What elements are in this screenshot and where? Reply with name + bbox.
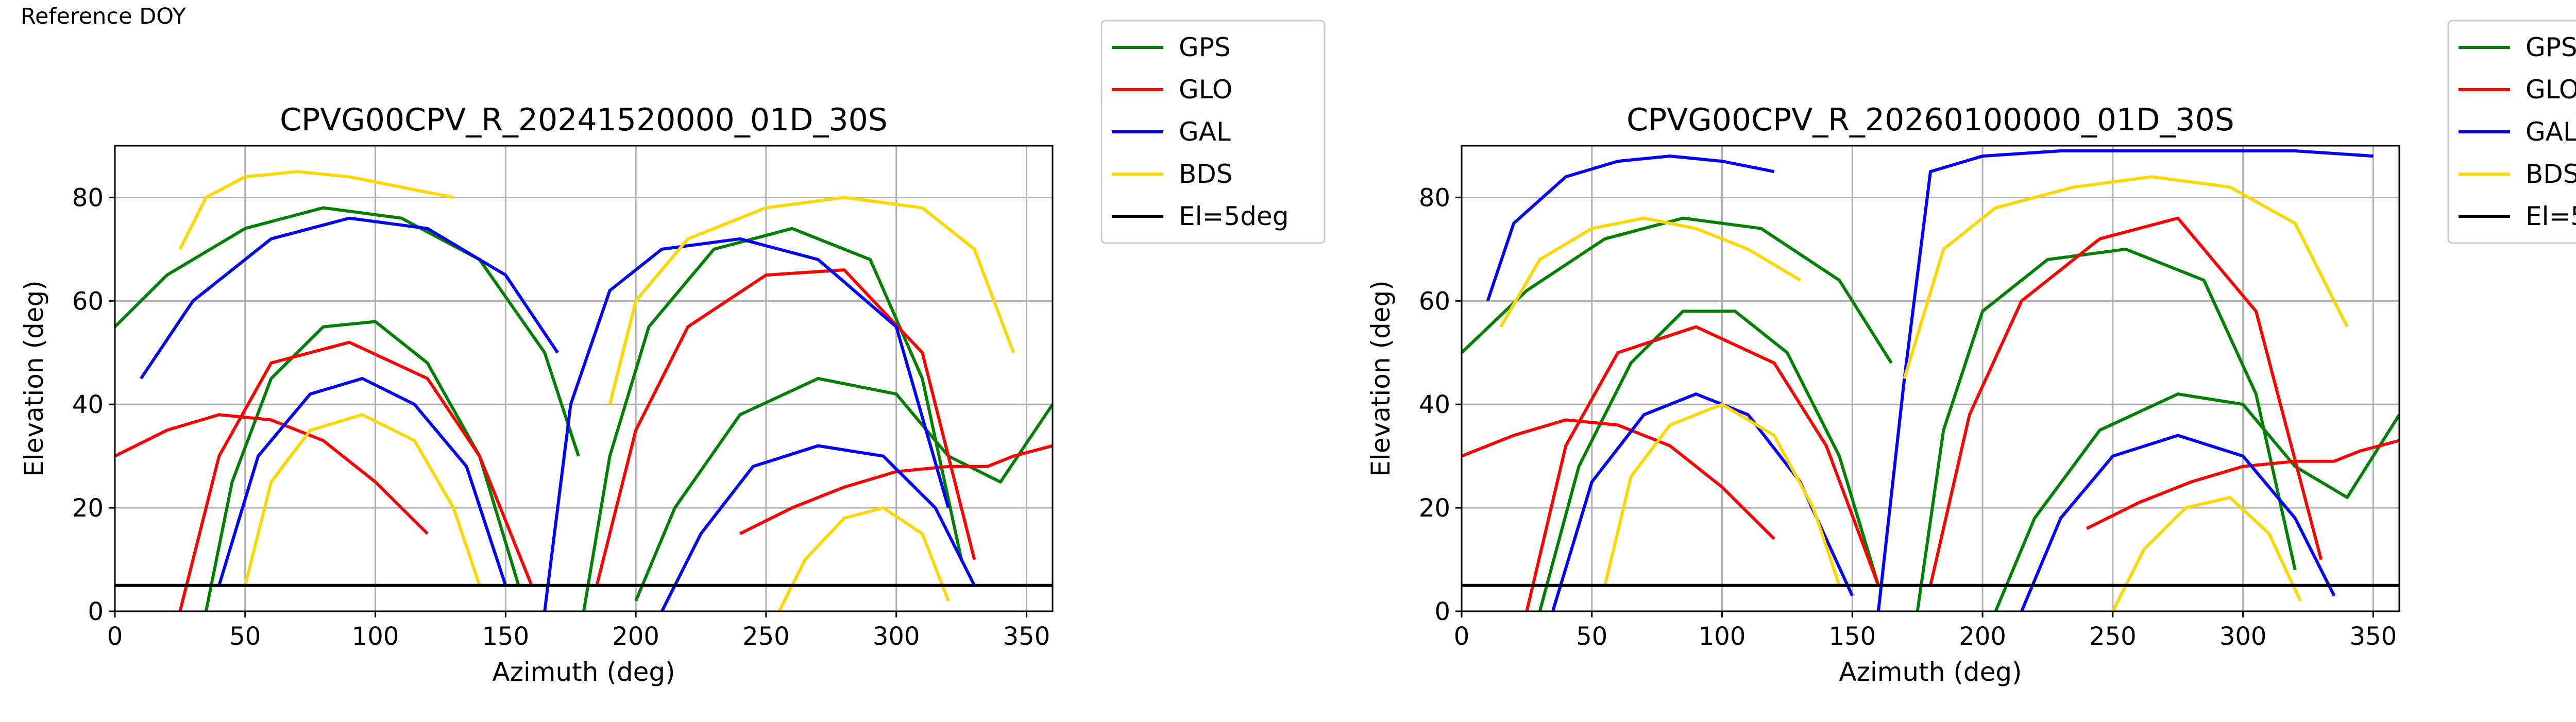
legend-label: GAL (2526, 117, 2576, 147)
legend-label: GLO (1179, 75, 1232, 105)
legend-label: BDS (1179, 159, 1233, 189)
y-tick-label: 40 (72, 390, 104, 419)
y-tick-label: 0 (88, 597, 104, 626)
track (178, 170, 1015, 612)
x-tick-label: 300 (2219, 622, 2267, 651)
y-tick-label: 80 (72, 183, 104, 212)
x-tick-label: 200 (1959, 622, 2006, 651)
y-tick-label: 20 (72, 494, 104, 523)
x-tick-label: 150 (482, 622, 530, 651)
x-tick-label: 250 (2089, 622, 2137, 651)
legend-box (1100, 20, 1326, 244)
chart: 0 20 40 60 80 0 50 100 150 200 250 300 350 CPVG00CPV_… (19, 20, 1326, 687)
chart: 0 20 40 60 80 0 50 100 150 200 250 300 350 CPVG00CPV_… (1366, 20, 2576, 687)
track (1486, 149, 2374, 612)
track (114, 268, 1053, 612)
track (1461, 216, 2400, 612)
y-tick-label: 60 (1419, 287, 1450, 316)
y-tick-label: 40 (1419, 390, 1450, 419)
legend-box (2447, 20, 2576, 244)
x-tick-label: 100 (1699, 622, 1746, 651)
chart-title: CPVG00CPV_R_20260100000_01D_30S (1626, 102, 2234, 138)
y-tick-label: 0 (1434, 597, 1450, 626)
x-tick-label: 0 (1454, 622, 1470, 651)
x-tick-label: 350 (2350, 622, 2397, 651)
y-tick-label: 60 (72, 287, 104, 316)
x-tick-label: 300 (873, 622, 920, 651)
y-axis-label: Elevation (deg) (19, 280, 49, 476)
x-tick-label: 350 (1003, 622, 1050, 651)
y-tick-label: 80 (1419, 183, 1450, 212)
figure-label: Reference DOY (21, 4, 187, 29)
plot-frame (1461, 145, 2400, 612)
x-tick-label: 50 (229, 622, 261, 651)
track (1460, 216, 2401, 612)
chart-title: CPVG00CPV_R_20241520000_01D_30S (280, 102, 888, 138)
legend-label: El=5deg (2526, 201, 2576, 231)
legend-label: BDS (2526, 159, 2576, 189)
x-tick-label: 150 (1829, 622, 1876, 651)
x-tick-label: 50 (1576, 622, 1607, 651)
legend-label: GAL (1179, 117, 1231, 147)
x-tick-label: 250 (742, 622, 790, 651)
x-tick-label: 100 (352, 622, 399, 651)
legend-label: GLO (2526, 75, 2576, 105)
x-axis-label: Azimuth (deg) (1839, 657, 2022, 687)
x-tick-label: 200 (612, 622, 659, 651)
y-tick-label: 20 (1419, 494, 1450, 523)
track (140, 216, 976, 612)
track (113, 206, 1054, 612)
plot-frame (114, 145, 1054, 612)
legend-label: GPS (1179, 32, 1231, 62)
track (1499, 175, 2349, 612)
y-axis-label: Elevation (deg) (1366, 280, 1396, 476)
legend-label: GPS (2526, 32, 2576, 62)
legend-label: El=5deg (1179, 201, 1289, 231)
x-axis-label: Azimuth (deg) (492, 657, 675, 687)
x-tick-label: 0 (107, 622, 123, 651)
